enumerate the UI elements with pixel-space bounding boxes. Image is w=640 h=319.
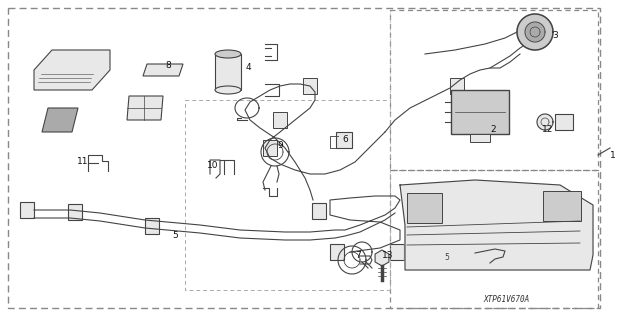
Bar (555, 114, 573, 130)
Bar (543, 191, 581, 221)
Bar (20, 202, 34, 218)
Bar (390, 244, 404, 260)
Polygon shape (127, 96, 163, 120)
Polygon shape (517, 14, 553, 50)
Text: 12: 12 (542, 125, 554, 135)
Polygon shape (42, 108, 78, 132)
Bar (273, 112, 287, 128)
Bar (330, 244, 344, 260)
Text: 9: 9 (277, 140, 283, 150)
Bar (185, 100, 390, 290)
Bar (312, 203, 326, 219)
Polygon shape (525, 22, 545, 42)
Polygon shape (143, 64, 183, 76)
Bar (390, 170, 598, 308)
Text: XTP61V670A: XTP61V670A (484, 295, 530, 305)
Text: 1: 1 (610, 151, 616, 160)
Bar (450, 78, 464, 94)
Text: 5: 5 (172, 231, 178, 240)
Bar (145, 218, 159, 234)
Text: 7: 7 (355, 250, 361, 259)
Polygon shape (400, 180, 593, 270)
Text: 2: 2 (490, 125, 496, 135)
Bar (336, 132, 352, 148)
Bar (390, 10, 598, 170)
Bar (68, 204, 82, 220)
Bar (303, 78, 317, 94)
Bar (263, 140, 277, 156)
Polygon shape (537, 114, 553, 130)
Text: 10: 10 (207, 160, 219, 169)
Ellipse shape (215, 50, 241, 58)
Polygon shape (375, 250, 389, 266)
Text: 6: 6 (342, 136, 348, 145)
Bar (407, 193, 442, 223)
Bar (470, 134, 490, 142)
Text: 5: 5 (445, 253, 449, 262)
Bar (451, 90, 509, 134)
Text: 8: 8 (165, 61, 171, 70)
Text: 11: 11 (77, 158, 89, 167)
Bar (215, 54, 241, 90)
Text: 13: 13 (382, 250, 394, 259)
Ellipse shape (215, 86, 241, 94)
Text: 3: 3 (552, 31, 558, 40)
Text: 4: 4 (245, 63, 251, 72)
Polygon shape (34, 50, 110, 90)
